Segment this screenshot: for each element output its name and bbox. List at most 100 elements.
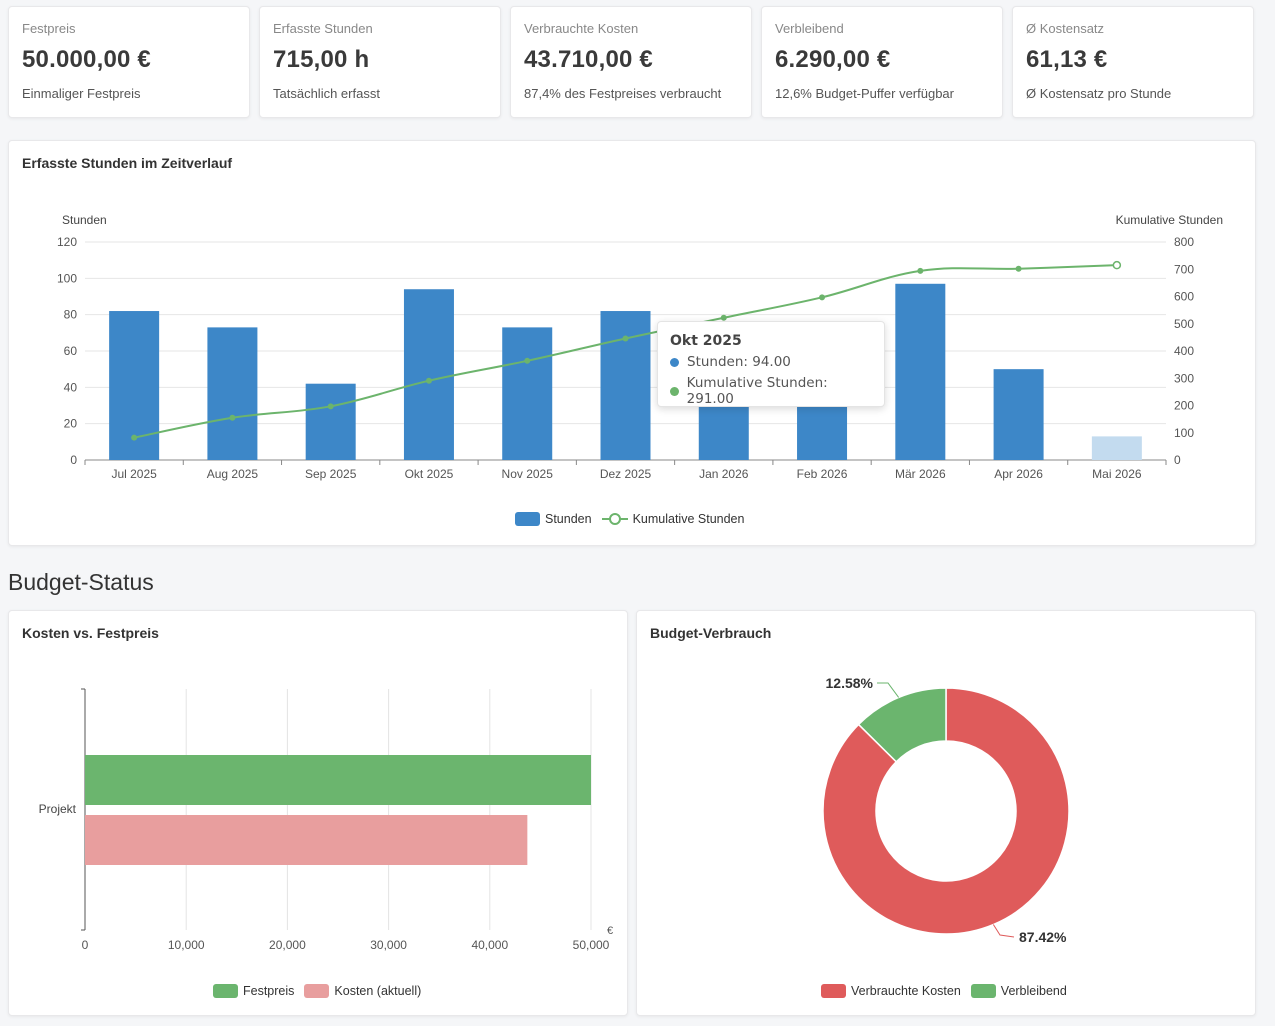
kosten-legend-icon [304,984,330,998]
point-kumulativ [327,403,334,410]
kpi-card-kosten: Verbrauchte Kosten 43.710,00 € 87,4% des… [510,6,752,118]
x-tick-label: Nov 2025 [502,467,554,481]
x-tick-label: Jul 2025 [111,467,157,481]
x-tick-label: 30,000 [370,938,407,952]
legend-label: Stunden [545,512,592,526]
kpi-subtext: Tatsächlich erfasst [273,86,380,101]
y2-tick-label: 100 [1174,426,1194,440]
x-tick-label: 50,000 [573,938,610,952]
y2-tick-label: 300 [1174,371,1194,385]
kpi-label: Verbleibend [775,21,844,36]
slice-verbrauchte-kosten [822,687,1070,935]
point-kumulativ [917,267,924,274]
bar-stunden [207,327,258,460]
label-line [877,682,900,698]
point-kumulativ [1112,260,1122,270]
y-tick-label: 20 [64,417,78,431]
kpi-card-verbleibend: Verbleibend 6.290,00 € 12,6% Budget-Puff… [761,6,1003,118]
kpi-subtext: Einmaliger Festpreis [22,86,141,101]
legend-label: Kumulative Stunden [632,512,745,526]
panel-title: Kosten vs. Festpreis [22,625,159,641]
point-kumulativ [1015,265,1022,272]
x-tick-label: 40,000 [471,938,508,952]
y-category-label: Projekt [39,802,77,816]
legend-label: Kosten (aktuell) [334,984,422,998]
kpi-subtext: Ø Kostensatz pro Stunde [1026,86,1172,101]
bar-stunden [1091,436,1142,460]
x-tick-label: Dez 2025 [600,467,652,481]
y-tick-label: 40 [64,380,78,394]
legend-label: Festpreis [243,984,295,998]
x-tick-label: 0 [82,938,89,952]
kpi-value: 43.710,00 € [524,46,653,73]
section-title: Budget-Status [8,569,154,595]
slice-value-label: 87.42% [1019,929,1067,945]
y2-tick-label: 800 [1174,235,1194,249]
y-tick-label: 80 [64,308,78,322]
donut-chart-legend: Verbrauchte Kosten Verbleibend [821,984,1077,998]
legend-item-kosten[interactable]: Kosten (aktuell) [304,984,421,998]
bar-kosten [85,815,528,865]
festpreis-legend-icon [213,984,238,998]
chart-tooltip: Okt 2025 Stunden: 94.00 Kumulative Stund… [657,321,885,407]
x-tick-label: Sep 2025 [305,467,357,481]
legend-item-festpreis[interactable]: Festpreis [213,984,294,998]
kpi-label: Verbrauchte Kosten [524,21,639,36]
point-kumulativ [720,314,727,321]
point-kumulativ [229,414,236,421]
legend-item-verbrauchte-kosten[interactable]: Verbrauchte Kosten [821,984,961,998]
legend-label: Verbrauchte Kosten [851,984,961,998]
kpi-label: Erfasste Stunden [273,21,373,36]
slice-value-label: 12.58% [826,675,874,691]
kpi-label: Ø Kostensatz [1026,21,1105,36]
y2-tick-label: 600 [1174,290,1194,304]
panel-title: Budget-Verbrauch [650,625,772,641]
x-tick-label: Apr 2026 [994,467,1043,481]
tooltip-row-text: Stunden: 94.00 [687,354,791,370]
line-series-dot-icon [670,386,679,396]
legend-item-kumulativ[interactable]: Kumulative Stunden [601,512,745,526]
cost-chart-legend: Festpreis Kosten (aktuell) [213,984,431,998]
x-unit-label: € [607,925,613,937]
point-kumulativ [622,335,629,342]
bar-stunden [305,383,356,460]
label-line [992,924,1015,938]
tooltip-title: Okt 2025 [670,333,742,349]
kpi-value: 61,13 € [1026,46,1108,73]
legend-item-stunden[interactable]: Stunden [515,512,592,526]
kpi-subtext: 12,6% Budget-Puffer verfügbar [775,86,954,101]
x-tick-label: 20,000 [269,938,306,952]
bar-stunden [993,369,1044,460]
tooltip-row-kumulativ: Kumulative Stunden: 291.00 [670,375,872,407]
y-tick-label: 100 [57,271,77,285]
cost-chart-panel: Kosten vs. Festpreis [8,610,628,1016]
point-kumulativ [819,294,826,301]
kpi-label: Festpreis [22,21,76,36]
kpi-subtext: 87,4% des Festpreises verbraucht [524,86,722,101]
legend-item-verbleibend[interactable]: Verbleibend [970,984,1067,998]
kpi-card-kostensatz: Ø Kostensatz 61,13 € Ø Kostensatz pro St… [1012,6,1254,118]
x-tick-label: Mai 2026 [1092,467,1142,481]
x-tick-label: Feb 2026 [797,467,848,481]
donut-chart-panel: Budget-Verbrauch [636,610,1256,1016]
verbraucht-legend-icon [821,984,846,998]
y2-tick-label: 400 [1174,344,1194,358]
y2-axis-label: Kumulative Stunden [1116,213,1223,227]
line-legend-icon [601,513,628,525]
y-tick-label: 60 [64,344,78,358]
y-axis-label: Stunden [62,213,107,227]
point-kumulativ [524,357,531,364]
kpi-value: 715,00 h [273,46,370,73]
kpi-value: 6.290,00 € [775,46,891,73]
bar-legend-icon [515,512,540,526]
bar-series-dot-icon [670,357,679,367]
x-tick-label: Jan 2026 [699,467,749,481]
legend-label: Verbleibend [1000,984,1067,998]
verbleibend-legend-icon [970,984,996,998]
tooltip-row-text: Kumulative Stunden: 291.00 [686,375,828,407]
x-tick-label: 10,000 [168,938,205,952]
kpi-card-festpreis: Festpreis 50.000,00 € Einmaliger Festpre… [8,6,250,118]
point-kumulativ [425,377,432,384]
